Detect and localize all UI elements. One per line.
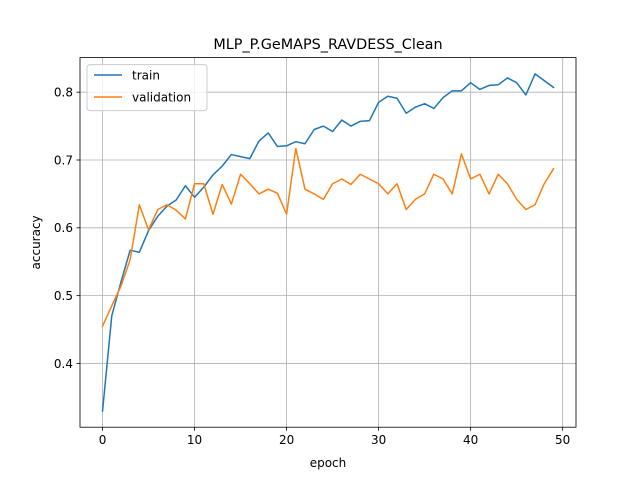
y-axis-ticks: 0.4 0.5 0.6 0.7 0.8: [54, 85, 80, 371]
x-tick-label: 50: [555, 433, 570, 447]
x-axis-ticks: 0 10 20 30 40 50: [99, 427, 570, 447]
series-line-validation: [101, 147, 555, 328]
x-tick-label: 20: [279, 433, 294, 447]
grid-lines: [80, 57, 576, 428]
legend-frame: [86, 64, 208, 112]
series-layer: [101, 73, 555, 412]
y-tick-label: 0.7: [54, 153, 73, 167]
x-tick-label: 30: [371, 433, 386, 447]
x-tick-label: 0: [99, 433, 107, 447]
y-tick-label: 0.4: [54, 357, 73, 371]
x-tick-label: 10: [187, 433, 202, 447]
legend-label-validation: validation: [132, 91, 191, 105]
legend: train validation: [86, 64, 208, 112]
y-tick-label: 0.5: [54, 289, 73, 303]
series-line-train: [101, 73, 555, 412]
y-tick-label: 0.8: [54, 85, 73, 99]
x-axis-label: epoch: [310, 456, 347, 470]
y-tick-label: 0.6: [54, 221, 73, 235]
chart-title: MLP_P.GeMAPS_RAVDESS_Clean: [213, 37, 442, 53]
legend-label-train: train: [132, 69, 160, 83]
plot-frame: [79, 57, 577, 428]
y-axis-label: accuracy: [29, 215, 43, 269]
x-tick-label: 40: [463, 433, 478, 447]
